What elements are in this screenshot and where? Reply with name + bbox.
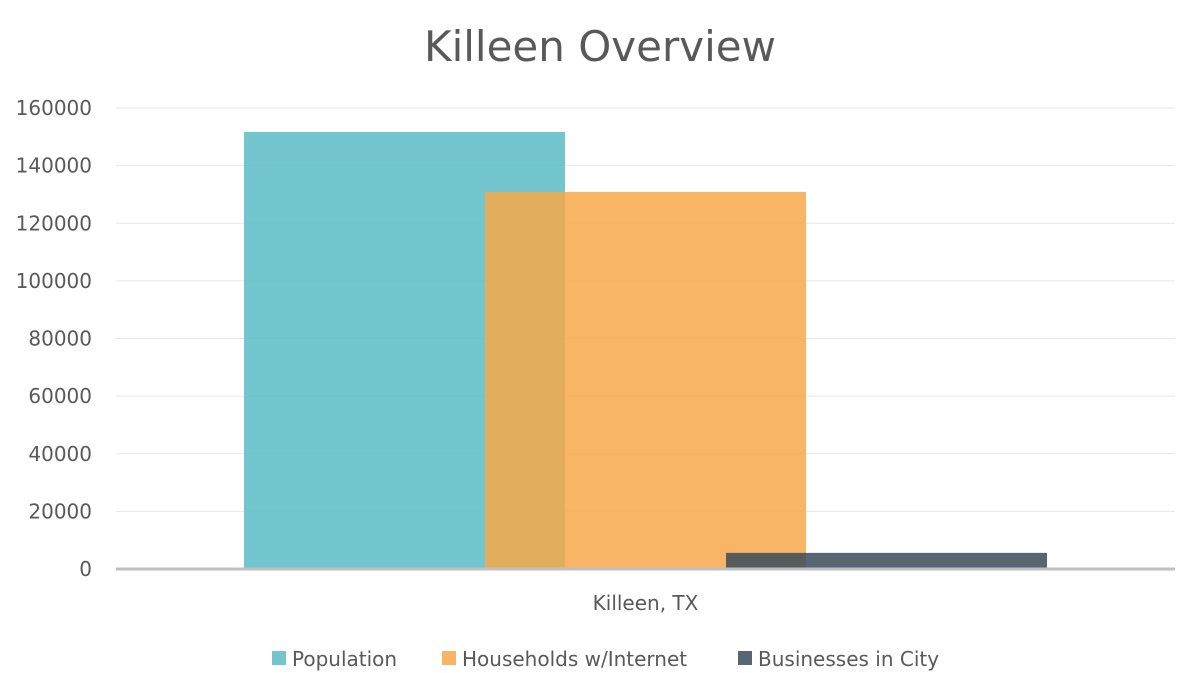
- y-tick-label: 140000: [16, 154, 92, 178]
- y-tick-label: 20000: [28, 499, 92, 523]
- bar-households-w-internet: [485, 191, 806, 570]
- y-tick-label: 60000: [28, 384, 92, 408]
- legend: Population Households w/Internet Businesse…: [272, 647, 939, 671]
- x-category-label: Killeen, TX: [593, 591, 699, 615]
- y-tick-label: 40000: [28, 442, 92, 466]
- chart-title: Killeen Overview: [424, 22, 776, 71]
- legend-swatch: [738, 651, 752, 665]
- legend-label: Households w/Internet: [462, 647, 687, 671]
- y-axis-ticks: 0 20000 40000 60000 80000 100000 120000 140000 1…: [16, 96, 92, 581]
- legend-swatch: [272, 651, 286, 665]
- x-axis-categories: Killeen, TX: [593, 591, 699, 615]
- legend-swatch: [442, 651, 456, 665]
- legend-label: Population: [292, 647, 397, 671]
- y-tick-label: 160000: [16, 96, 92, 120]
- y-tick-label: 120000: [16, 211, 92, 235]
- y-tick-label: 100000: [16, 269, 92, 293]
- legend-label: Businesses in City: [758, 647, 939, 671]
- y-tick-label: 0: [79, 557, 92, 581]
- bars: [244, 131, 1047, 570]
- bar-businesses-in-city: [726, 552, 1047, 569]
- y-tick-label: 80000: [28, 327, 92, 351]
